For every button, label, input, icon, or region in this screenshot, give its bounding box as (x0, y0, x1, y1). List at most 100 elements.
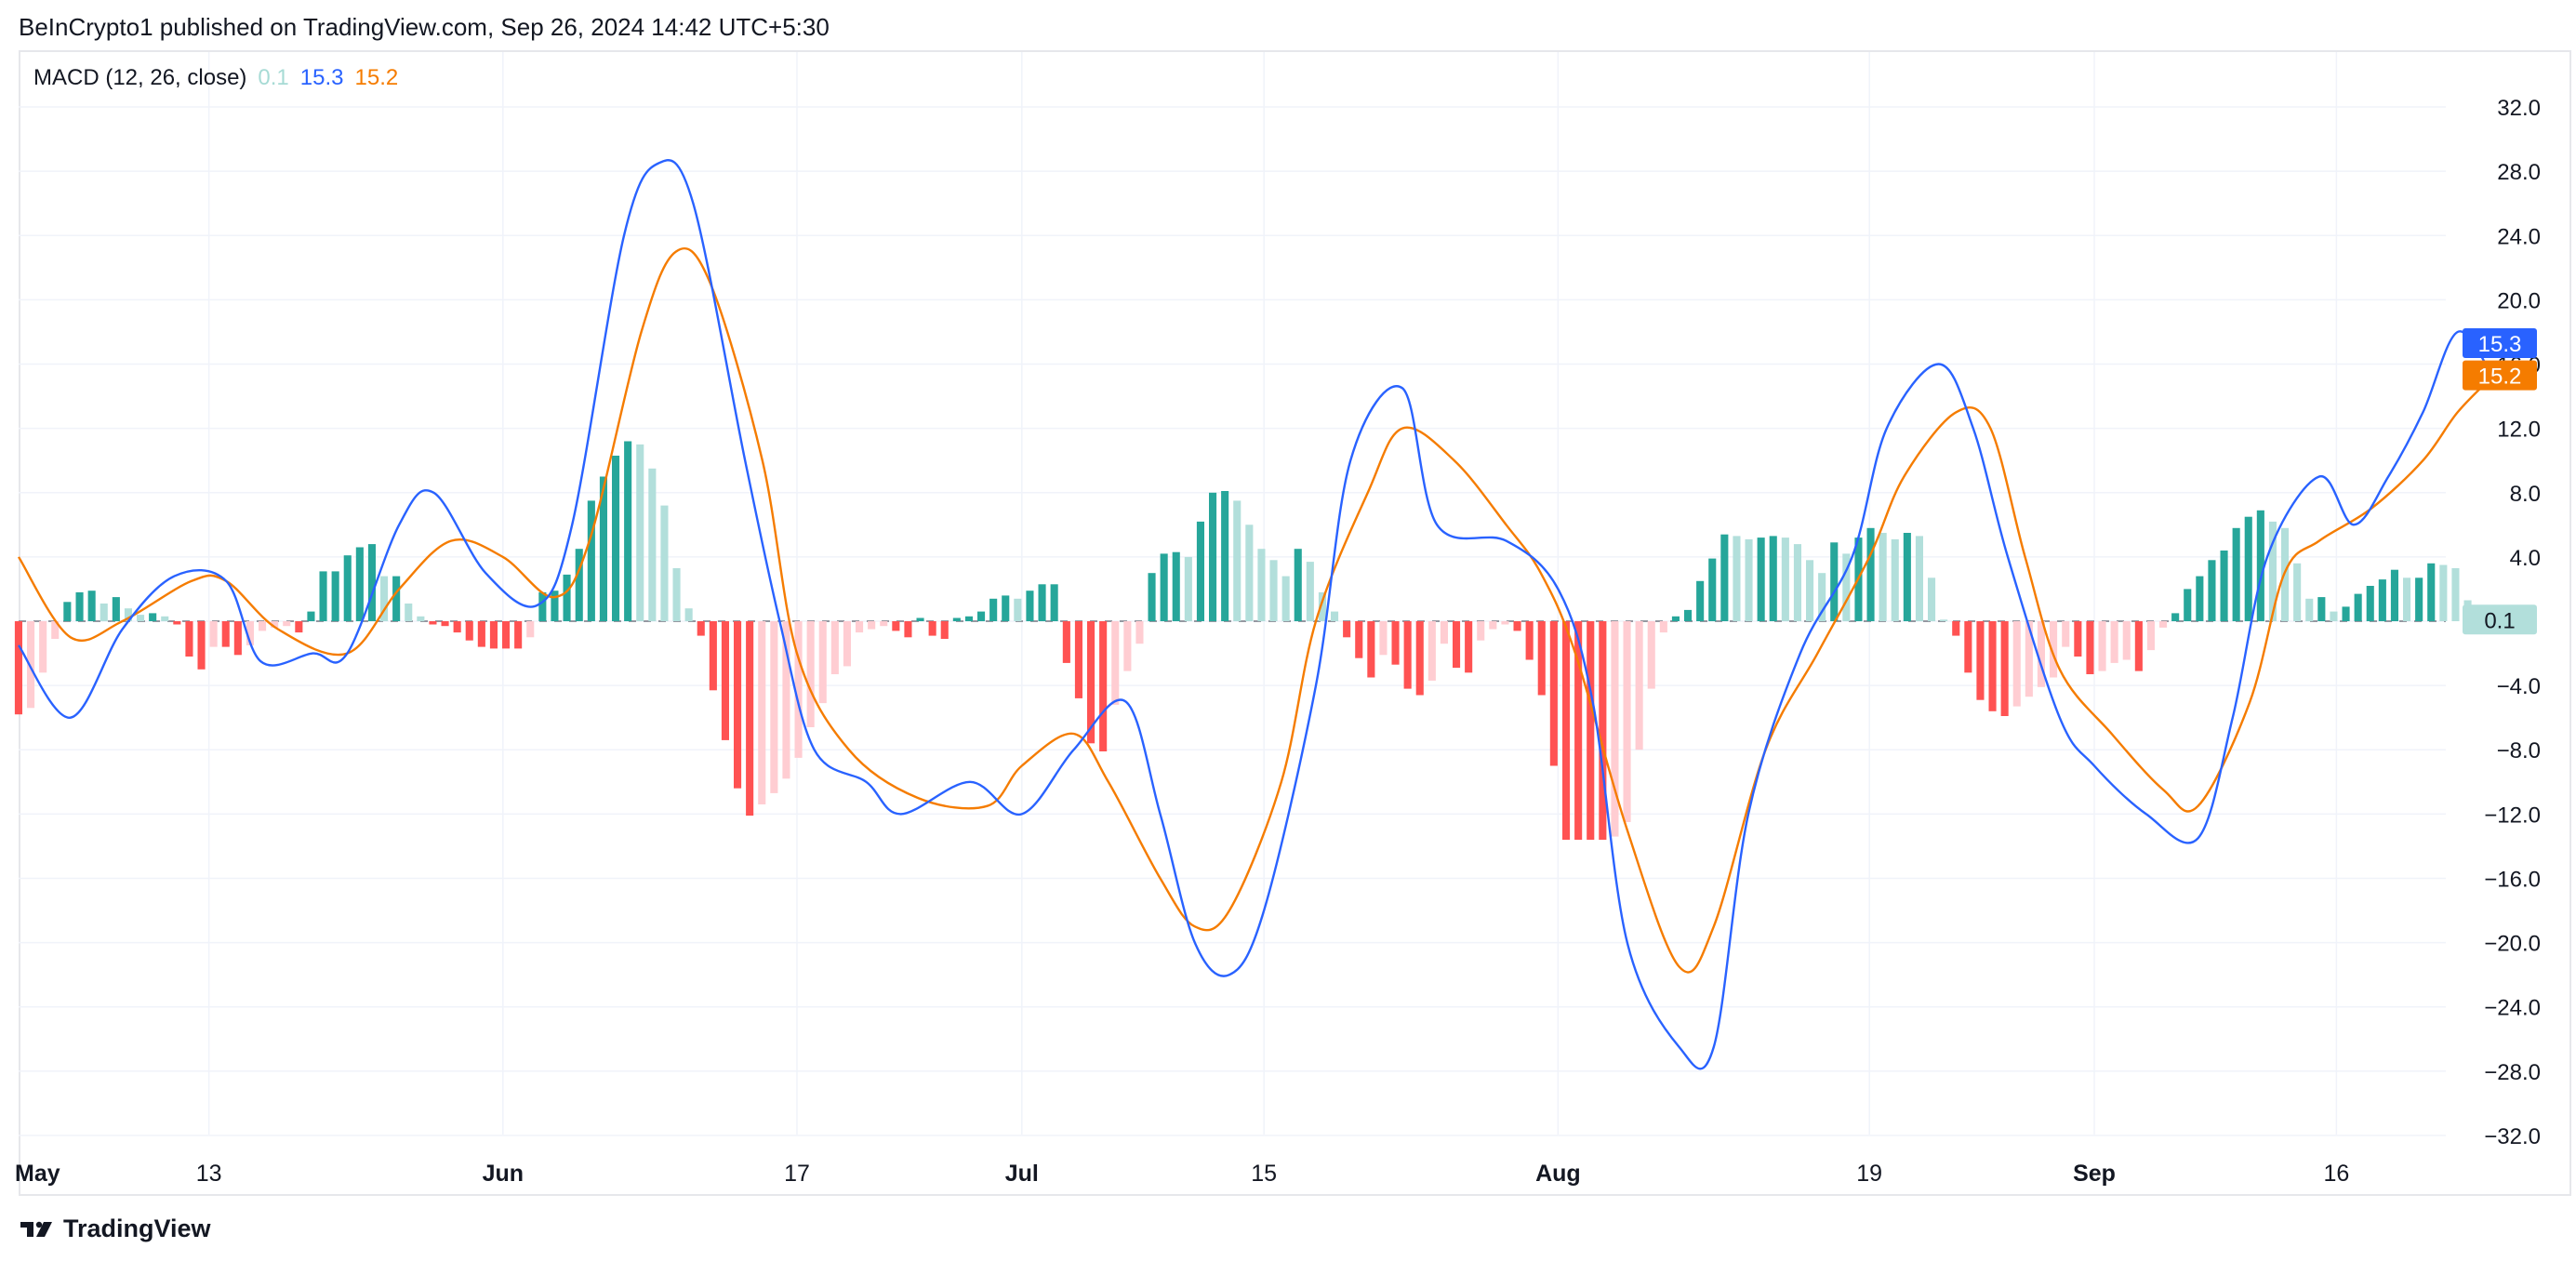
histogram-bar (2451, 568, 2460, 621)
x-tick-label: May (15, 1161, 60, 1187)
x-tick-label: Sep (2073, 1161, 2116, 1187)
histogram-bar (51, 621, 60, 639)
histogram-bar (563, 574, 571, 621)
histogram-bar (1014, 598, 1022, 621)
histogram-bar (1549, 621, 1558, 766)
histogram-bar (233, 621, 242, 656)
histogram-bar (1671, 616, 1680, 621)
histogram-bar (1940, 619, 1948, 621)
signal-last-value-tag: 15.2 (2463, 360, 2537, 391)
histogram-bar (2062, 621, 2070, 647)
histogram-bar (1793, 544, 1801, 621)
y-tick-label: −12.0 (2484, 803, 2541, 828)
histogram-bar (636, 444, 644, 621)
legend-signal-value: 15.2 (354, 65, 399, 90)
histogram-bar (2330, 611, 2338, 621)
histogram-bar (977, 611, 986, 621)
histogram-bar (1745, 538, 1753, 621)
y-tick-label: 8.0 (2510, 482, 2541, 507)
histogram-bar (989, 598, 998, 621)
histogram-bar (1915, 536, 1923, 621)
histogram-bar (1269, 560, 1278, 621)
histogram-bar (465, 621, 473, 641)
histogram-bar (1501, 621, 1509, 625)
x-axis[interactable]: May 13 Jun 17 Jul 15 Aug 19 Sep 16 (15, 1161, 2349, 1187)
histogram-bar (1659, 621, 1667, 633)
histogram-bar (1928, 577, 1936, 621)
histogram-bar (380, 576, 389, 621)
histogram-bar (1976, 621, 1985, 700)
histogram-bar (185, 621, 193, 657)
histogram-bar (221, 621, 230, 647)
histogram-bar (1830, 542, 1839, 621)
histogram-bar (758, 621, 766, 804)
histogram-bar (684, 608, 693, 621)
histogram-bar (1343, 621, 1351, 638)
histogram-bar (940, 621, 949, 639)
histogram-bar (1806, 560, 1814, 621)
histogram-bar (1684, 609, 1693, 621)
histogram-bar (1002, 595, 1010, 621)
y-tick-label: 12.0 (2497, 418, 2541, 443)
histogram-bar (904, 621, 912, 638)
histogram-bar (964, 616, 973, 621)
y-tick-label: 24.0 (2497, 224, 2541, 249)
histogram-bar (1026, 591, 1034, 621)
histogram-bar (1135, 621, 1144, 644)
histogram-bar (1403, 621, 1412, 689)
histogram-bar (782, 621, 790, 779)
histogram-bar (2074, 621, 2082, 657)
histogram-bar (2244, 516, 2252, 621)
histogram-bar (2134, 621, 2143, 671)
last-value-tags: 15.3 15.2 0.1 (2463, 328, 2537, 635)
histogram-bar (1587, 621, 1595, 840)
histogram-bar (453, 621, 461, 633)
histogram-bar (1562, 621, 1571, 840)
histogram-bar (1331, 611, 1339, 621)
histogram-bar (648, 468, 657, 621)
indicator-legend[interactable]: MACD (12, 26, close) 0.1 15.3 15.2 (33, 65, 398, 91)
histogram-bar (2220, 551, 2228, 621)
histogram-bar (1233, 500, 1242, 621)
histogram-bar (830, 621, 839, 674)
histogram-bar (2037, 621, 2045, 687)
histogram-bar (1050, 584, 1058, 621)
histogram-bar (2427, 563, 2436, 621)
histogram-bar (1062, 621, 1070, 663)
histogram-bar (100, 604, 108, 621)
histogram-bar (87, 591, 96, 621)
histogram-bar (1696, 580, 1705, 621)
histogram-bar (1087, 621, 1095, 744)
histogram-bar (599, 476, 607, 621)
histogram-bar (1038, 584, 1046, 621)
histogram-bar (2086, 621, 2094, 674)
y-axis[interactable]: 32.028.024.020.016.012.08.04.0−4.0−8.0−1… (2484, 96, 2541, 1149)
histogram-bar (1866, 527, 1875, 621)
histogram-bar (2012, 621, 2021, 707)
histogram-bar (1209, 492, 1217, 621)
histogram-bar (1537, 621, 1546, 696)
publisher-caption: BeInCrypto1 published on TradingView.com… (19, 13, 830, 41)
histogram-bar (295, 621, 303, 633)
histogram-bar (1294, 549, 1302, 621)
histogram-bar (551, 591, 559, 621)
histogram-bar (672, 568, 681, 621)
histogram-bar (2050, 621, 2058, 678)
x-tick-label: Jun (483, 1161, 524, 1187)
histogram-bar (2403, 577, 2411, 621)
signal-last-value-tag-bg (2463, 360, 2537, 391)
histogram-bar (1611, 621, 1619, 837)
histogram-bar (1879, 533, 1887, 621)
histogram-bar (1440, 621, 1448, 644)
histogram-bar (14, 621, 22, 715)
histogram-bar (1757, 538, 1765, 621)
histogram-bar (246, 621, 254, 645)
histogram-bar (1221, 491, 1229, 621)
histogram-bar (2171, 613, 2180, 621)
histogram-bar (952, 617, 961, 621)
tradingview-brand[interactable]: TradingView (19, 1215, 211, 1243)
histogram-bar (367, 544, 376, 621)
histogram-bar (806, 621, 815, 727)
y-tick-label: −16.0 (2484, 867, 2541, 892)
